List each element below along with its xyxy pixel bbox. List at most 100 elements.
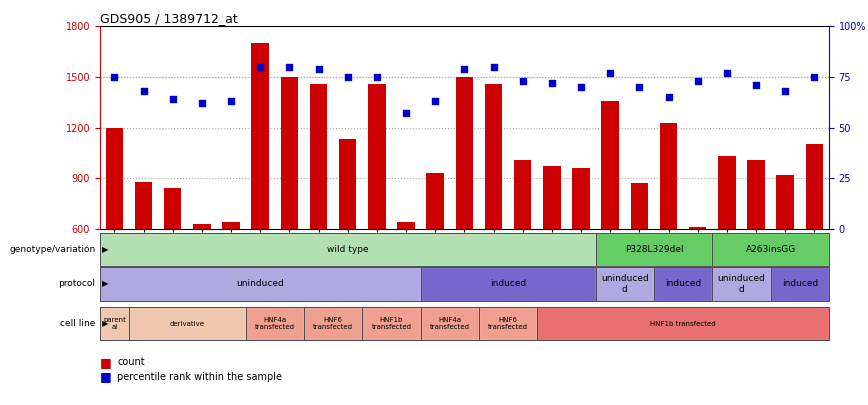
Text: induced: induced bbox=[782, 279, 818, 288]
Bar bbox=[368, 84, 385, 229]
Bar bbox=[602, 100, 619, 229]
Point bbox=[428, 98, 442, 104]
Bar bbox=[100, 233, 595, 266]
Bar bbox=[100, 307, 129, 340]
Bar bbox=[100, 233, 595, 266]
Point bbox=[807, 74, 821, 80]
Bar bbox=[304, 307, 362, 340]
Point bbox=[545, 80, 559, 86]
Bar bbox=[421, 267, 595, 301]
Text: ▶: ▶ bbox=[102, 245, 108, 254]
Point bbox=[253, 64, 267, 70]
Text: GDS905 / 1389712_at: GDS905 / 1389712_at bbox=[100, 12, 238, 25]
Bar bbox=[426, 173, 444, 229]
Bar bbox=[246, 307, 304, 340]
Point bbox=[399, 110, 413, 117]
Bar bbox=[129, 307, 246, 340]
Bar bbox=[485, 84, 503, 229]
Bar bbox=[421, 307, 479, 340]
Text: ▶: ▶ bbox=[102, 319, 108, 328]
Bar bbox=[479, 307, 537, 340]
Bar bbox=[129, 307, 246, 340]
Bar bbox=[514, 160, 531, 229]
Text: HNF4a
transfected: HNF4a transfected bbox=[255, 317, 295, 330]
Bar bbox=[595, 267, 654, 301]
Point bbox=[312, 66, 326, 72]
Text: ■: ■ bbox=[100, 356, 112, 369]
Bar bbox=[660, 122, 677, 229]
Bar bbox=[747, 160, 765, 229]
Text: HNF6
transfected: HNF6 transfected bbox=[488, 317, 528, 330]
Point bbox=[720, 70, 733, 76]
Bar bbox=[543, 166, 561, 229]
Bar bbox=[537, 307, 829, 340]
Bar bbox=[246, 307, 304, 340]
Point bbox=[661, 94, 675, 100]
Bar bbox=[654, 267, 713, 301]
Bar bbox=[806, 145, 823, 229]
Point bbox=[691, 78, 705, 84]
Text: HNF1b transfected: HNF1b transfected bbox=[650, 321, 716, 326]
Text: HNF4a
transfected: HNF4a transfected bbox=[430, 317, 470, 330]
Text: HNF6
transfected: HNF6 transfected bbox=[313, 317, 353, 330]
Point bbox=[195, 100, 209, 107]
Bar bbox=[100, 267, 421, 301]
Point bbox=[370, 74, 384, 80]
Point bbox=[282, 64, 296, 70]
Bar bbox=[595, 233, 713, 266]
Point bbox=[574, 84, 588, 90]
Bar bbox=[252, 43, 269, 229]
Bar bbox=[771, 267, 829, 301]
Bar bbox=[479, 307, 537, 340]
Bar bbox=[718, 156, 735, 229]
Point bbox=[633, 84, 647, 90]
Bar bbox=[135, 181, 152, 229]
Text: ■: ■ bbox=[100, 370, 112, 383]
Point bbox=[166, 96, 180, 102]
Bar bbox=[595, 233, 713, 266]
Bar bbox=[280, 77, 298, 229]
Point bbox=[516, 78, 529, 84]
Text: uninduced
d: uninduced d bbox=[601, 274, 648, 294]
Bar bbox=[164, 188, 181, 229]
Bar bbox=[310, 84, 327, 229]
Text: uninduced: uninduced bbox=[236, 279, 284, 288]
Text: percentile rank within the sample: percentile rank within the sample bbox=[117, 372, 282, 382]
Bar bbox=[456, 77, 473, 229]
Bar bbox=[222, 222, 240, 229]
Point bbox=[487, 64, 501, 70]
Point bbox=[749, 82, 763, 88]
Text: cell line: cell line bbox=[60, 319, 95, 328]
Text: count: count bbox=[117, 358, 145, 367]
Bar bbox=[106, 128, 123, 229]
Bar bbox=[421, 307, 479, 340]
Bar bbox=[362, 307, 421, 340]
Text: HNF1b
transfected: HNF1b transfected bbox=[372, 317, 411, 330]
Point bbox=[779, 88, 792, 94]
Bar bbox=[777, 175, 794, 229]
Text: derivative: derivative bbox=[170, 321, 205, 326]
Bar bbox=[304, 307, 362, 340]
Point bbox=[136, 88, 150, 94]
Text: ▶: ▶ bbox=[102, 279, 108, 288]
Text: P328L329del: P328L329del bbox=[625, 245, 683, 254]
Text: A263insGG: A263insGG bbox=[746, 245, 796, 254]
Bar bbox=[713, 267, 771, 301]
Text: genotype/variation: genotype/variation bbox=[10, 245, 95, 254]
Bar bbox=[194, 224, 211, 229]
Text: protocol: protocol bbox=[58, 279, 95, 288]
Point bbox=[457, 66, 471, 72]
Bar bbox=[339, 139, 357, 229]
Bar bbox=[100, 307, 129, 340]
Bar bbox=[362, 307, 421, 340]
Bar bbox=[595, 267, 654, 301]
Bar bbox=[654, 267, 713, 301]
Bar bbox=[421, 267, 595, 301]
Bar bbox=[713, 233, 829, 266]
Text: induced: induced bbox=[665, 279, 701, 288]
Bar bbox=[713, 267, 771, 301]
Text: induced: induced bbox=[490, 279, 526, 288]
Bar bbox=[537, 307, 829, 340]
Text: parent
al: parent al bbox=[103, 317, 126, 330]
Bar bbox=[572, 168, 589, 229]
